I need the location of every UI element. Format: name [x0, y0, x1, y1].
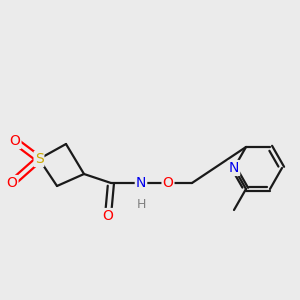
Text: O: O — [7, 176, 17, 190]
Text: H: H — [136, 197, 146, 211]
Text: N: N — [136, 176, 146, 190]
Text: N: N — [229, 161, 239, 175]
Text: O: O — [103, 209, 113, 223]
Text: O: O — [10, 134, 20, 148]
Text: S: S — [34, 152, 43, 166]
Text: O: O — [163, 176, 173, 190]
